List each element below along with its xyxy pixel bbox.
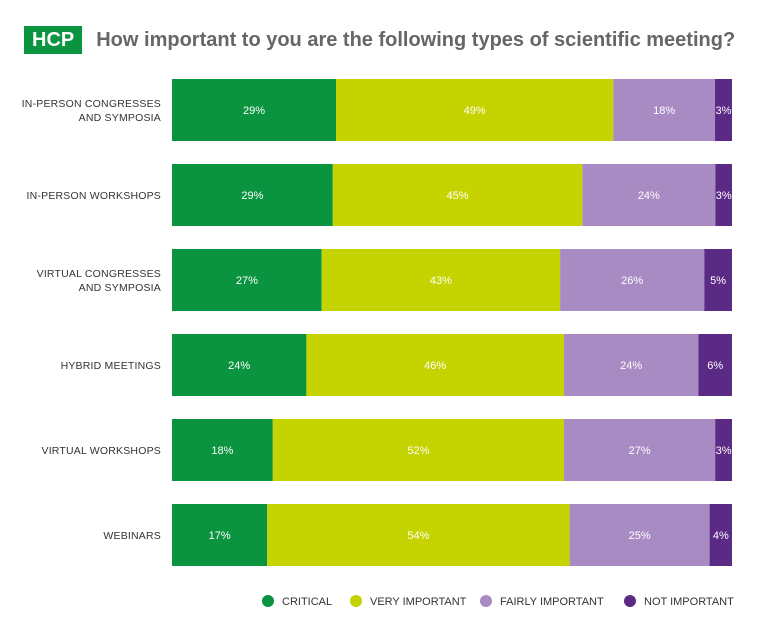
data-label: 26% (621, 275, 643, 287)
data-label: 18% (653, 105, 675, 117)
category-label: IN-PERSON CONGRESSES AND SYMPOSIA (22, 98, 161, 124)
category-label: IN-PERSON WORKSHOPS (27, 190, 161, 202)
data-label: 3% (716, 105, 732, 117)
category-label: VIRTUAL CONGRESSES AND SYMPOSIA (37, 268, 161, 294)
data-label: 4% (713, 530, 729, 542)
legend-marker (480, 595, 492, 607)
legend-label: CRITICAL (282, 596, 332, 608)
data-label: 27% (629, 445, 651, 457)
data-label: 3% (716, 445, 732, 457)
legend-label: VERY IMPORTANT (370, 596, 467, 608)
data-label: 3% (716, 190, 732, 202)
data-label: 24% (228, 360, 250, 372)
data-label: 18% (211, 445, 233, 457)
legend-label: NOT IMPORTANT (644, 596, 734, 608)
data-label: 29% (241, 190, 263, 202)
data-label: 6% (707, 360, 723, 372)
data-label: 43% (430, 275, 452, 287)
data-label: 46% (424, 360, 446, 372)
category-label: HYBRID MEETINGS (61, 360, 161, 372)
legend-marker (262, 595, 274, 607)
data-label: 52% (407, 445, 429, 457)
data-label: 54% (407, 530, 429, 542)
category-label: WEBINARS (103, 530, 161, 542)
legend-marker (624, 595, 636, 607)
data-label: 5% (710, 275, 726, 287)
data-label: 25% (629, 530, 651, 542)
data-label: 24% (620, 360, 642, 372)
data-label: 27% (236, 275, 258, 287)
data-label: 24% (638, 190, 660, 202)
legend-label: FAIRLY IMPORTANT (500, 596, 604, 608)
data-label: 45% (447, 190, 469, 202)
data-label: 49% (464, 105, 486, 117)
data-label: 29% (243, 105, 265, 117)
data-label: 17% (209, 530, 231, 542)
legend-marker (350, 595, 362, 607)
category-label: VIRTUAL WORKSHOPS (41, 445, 161, 457)
